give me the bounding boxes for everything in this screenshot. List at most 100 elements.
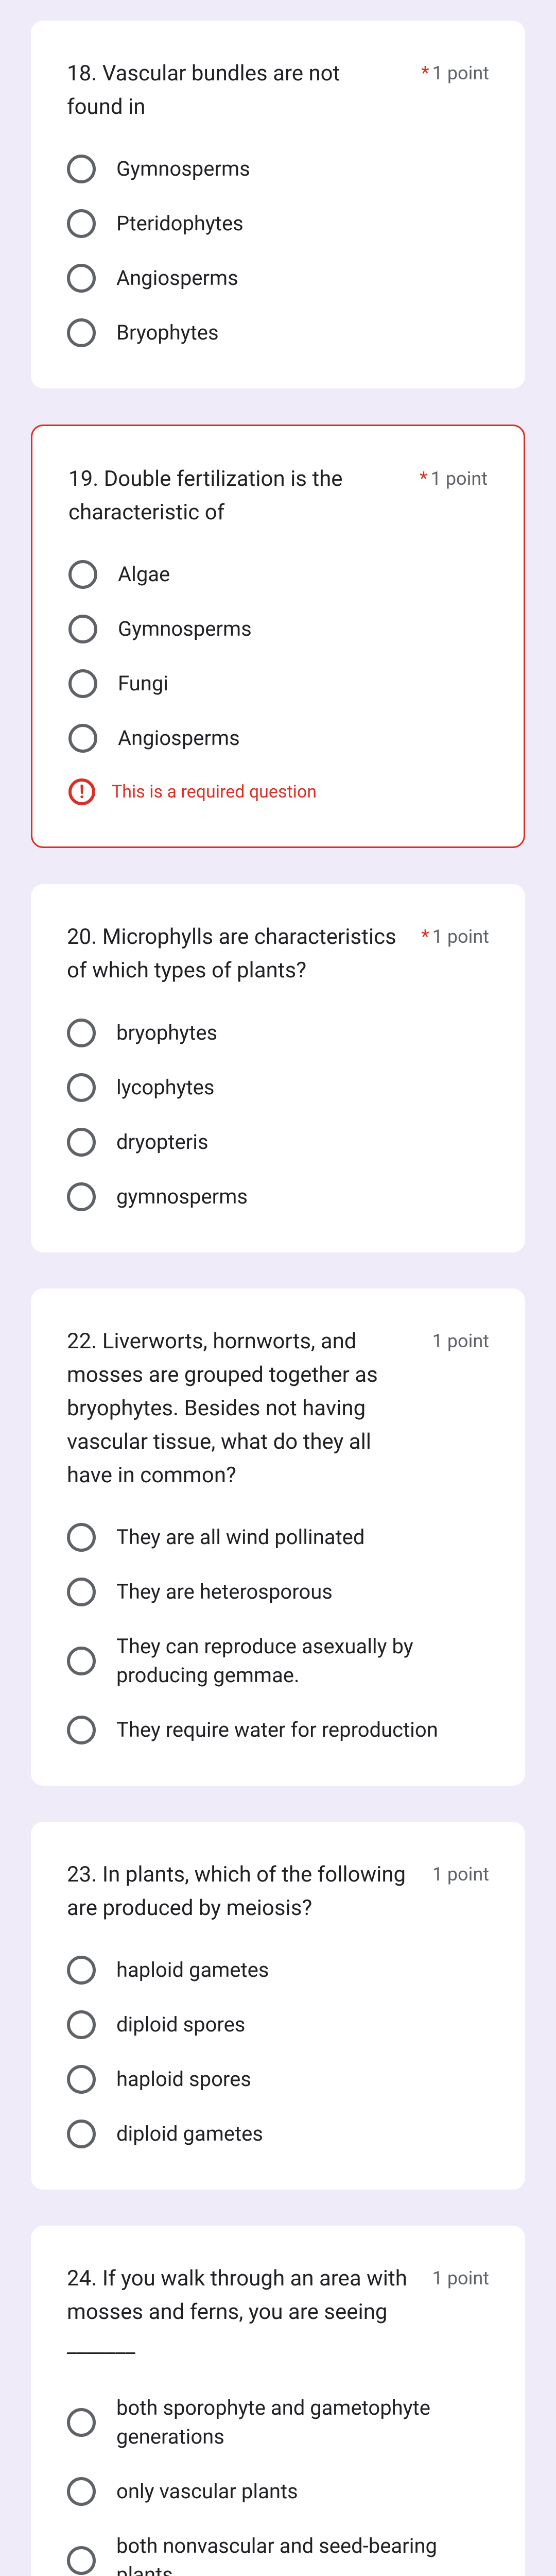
question-text: 18. Vascular bundles are not found in [67, 57, 401, 124]
option-row[interactable]: Gymnosperms [68, 615, 488, 643]
option-row[interactable]: They require water for reproduction [67, 1716, 489, 1744]
option-label: Angiosperms [116, 264, 238, 293]
radio-button[interactable] [67, 264, 96, 293]
option-label: diploid spores [116, 2010, 245, 2039]
question-header: 19. Double fertilization is the characte… [68, 462, 488, 529]
question-card: 19. Double fertilization is the characte… [31, 425, 525, 848]
option-label: both nonvascular and seed-bearing plants [116, 2532, 489, 2576]
option-row[interactable]: Fungi [68, 669, 488, 698]
option-label: only vascular plants [116, 2477, 298, 2506]
question-text: 19. Double fertilization is the characte… [68, 462, 399, 529]
radio-button[interactable] [67, 1128, 96, 1157]
option-row[interactable]: They are all wind pollinated [67, 1523, 489, 1552]
option-label: Angiosperms [118, 724, 240, 753]
option-row[interactable]: Angiosperms [68, 724, 488, 753]
radio-button[interactable] [67, 2065, 96, 2094]
required-asterisk: * [421, 926, 429, 947]
question-text: 20. Microphylls are characteristics of w… [67, 920, 401, 987]
radio-button[interactable] [67, 1523, 96, 1552]
points-text: 1 point [432, 926, 489, 947]
option-row[interactable]: both nonvascular and seed-bearing plants [67, 2532, 489, 2576]
radio-button[interactable] [67, 155, 96, 183]
error-icon: ! [68, 778, 95, 805]
radio-button[interactable] [68, 724, 97, 753]
option-label: haploid gametes [116, 1956, 269, 1985]
option-row[interactable]: Pteridophytes [67, 209, 489, 238]
option-label: dryopteris [116, 1128, 208, 1157]
option-row[interactable]: Angiosperms [67, 264, 489, 293]
required-asterisk: * [420, 468, 428, 489]
required-asterisk: * [421, 62, 429, 84]
points-label: 1 point [432, 1858, 489, 1890]
radio-button[interactable] [68, 669, 97, 698]
question-text: 22. Liverworts, hornworts, and mosses ar… [67, 1325, 412, 1492]
option-row[interactable]: Algae [68, 560, 488, 589]
option-label: both sporophyte and gametophyte generati… [116, 2394, 489, 2451]
option-label: They require water for reproduction [116, 1716, 438, 1744]
question-card: 20. Microphylls are characteristics of w… [31, 884, 525, 1252]
option-row[interactable]: gymnosperms [67, 1182, 489, 1211]
option-row[interactable]: They are heterosporous [67, 1578, 489, 1606]
option-label: Bryophytes [116, 318, 219, 347]
option-label: They are heterosporous [116, 1578, 333, 1606]
question-text: 23. In plants, which of the following ar… [67, 1858, 412, 1925]
option-row[interactable]: bryophytes [67, 1019, 489, 1047]
option-label: Algae [118, 560, 170, 589]
option-label: Pteridophytes [116, 209, 244, 238]
radio-button[interactable] [67, 2120, 96, 2148]
option-row[interactable]: They can reproduce asexually by producin… [67, 1632, 489, 1690]
option-row[interactable]: diploid spores [67, 2010, 489, 2039]
option-label: They can reproduce asexually by producin… [116, 1632, 489, 1690]
radio-button[interactable] [67, 1073, 96, 1102]
option-row[interactable]: Bryophytes [67, 318, 489, 347]
option-row[interactable]: diploid gametes [67, 2120, 489, 2148]
question-card: 24. If you walk through an area with mos… [31, 2226, 525, 2576]
question-text: 24. If you walk through an area with mos… [67, 2262, 412, 2362]
option-row[interactable]: lycophytes [67, 1073, 489, 1102]
question-header: 22. Liverworts, hornworts, and mosses ar… [67, 1325, 489, 1492]
radio-button[interactable] [67, 1578, 96, 1606]
option-row[interactable]: haploid spores [67, 2065, 489, 2094]
question-header: 23. In plants, which of the following ar… [67, 1858, 489, 1925]
radio-button[interactable] [67, 1182, 96, 1211]
radio-button[interactable] [67, 1647, 96, 1675]
form-root: 18. Vascular bundles are not found in*1 … [31, 21, 525, 2576]
option-row[interactable]: Gymnosperms [67, 155, 489, 183]
radio-button[interactable] [67, 1716, 96, 1744]
option-label: Gymnosperms [118, 615, 252, 643]
points-label: 1 point [432, 1325, 489, 1357]
option-row[interactable]: both sporophyte and gametophyte generati… [67, 2394, 489, 2451]
option-label: Gymnosperms [116, 155, 250, 183]
radio-button[interactable] [67, 2477, 96, 2506]
radio-button[interactable] [67, 1956, 96, 1985]
question-header: 24. If you walk through an area with mos… [67, 2262, 489, 2362]
question-card: 18. Vascular bundles are not found in *1 … [31, 21, 525, 388]
question-header: 18. Vascular bundles are not found in *1 … [67, 57, 489, 124]
radio-button[interactable] [67, 2408, 96, 2437]
points-text: 1 point [432, 2267, 489, 2289]
error-text: This is a required question [112, 782, 317, 802]
option-row[interactable]: only vascular plants [67, 2477, 489, 2506]
points-text: 1 point [432, 1330, 489, 1352]
radio-button[interactable] [68, 615, 97, 643]
option-label: gymnosperms [116, 1182, 248, 1211]
error-message: ! This is a required question [68, 778, 488, 805]
option-label: lycophytes [116, 1073, 215, 1102]
radio-button[interactable] [67, 2546, 96, 2575]
radio-button[interactable] [67, 318, 96, 347]
option-label: Fungi [118, 669, 168, 698]
option-label: haploid spores [116, 2065, 251, 2094]
radio-button[interactable] [67, 1019, 96, 1047]
points-text: 1 point [432, 62, 489, 84]
points-text: 1 point [432, 1863, 489, 1885]
radio-button[interactable] [67, 209, 96, 238]
radio-button[interactable] [67, 2010, 96, 2039]
points-label: 1 point [432, 2262, 489, 2294]
option-row[interactable]: haploid gametes [67, 1956, 489, 1985]
radio-button[interactable] [68, 560, 97, 589]
points-label: *1 point [421, 920, 489, 952]
option-label: diploid gametes [116, 2120, 263, 2148]
points-text: 1 point [431, 468, 488, 489]
option-row[interactable]: dryopteris [67, 1128, 489, 1157]
question-card: 22. Liverworts, hornworts, and mosses ar… [31, 1289, 525, 1786]
